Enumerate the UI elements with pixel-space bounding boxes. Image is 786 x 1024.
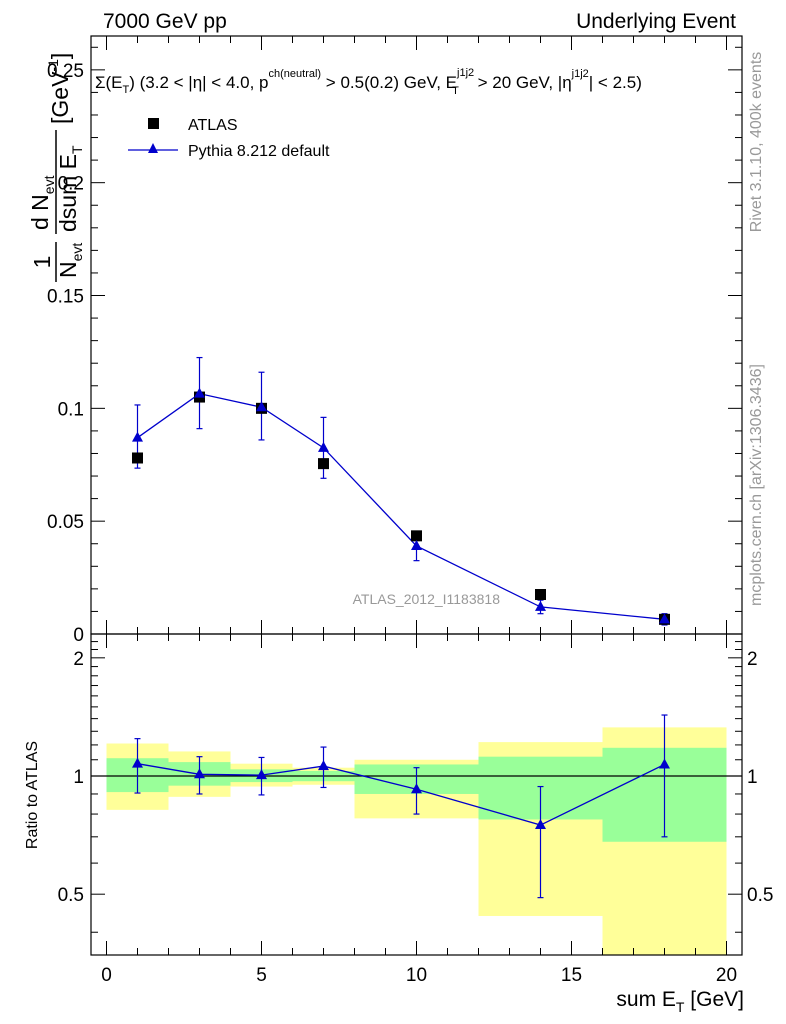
ylabel-unit-sup: -1 — [45, 59, 61, 72]
ratio-xtick-label: 10 — [406, 965, 427, 986]
title-part-e: | < 2.5) — [589, 73, 642, 92]
title-part-c-sup: j1j2 — [456, 67, 474, 79]
pythia-point — [659, 613, 670, 624]
legend-atlas-label: ATLAS — [188, 117, 238, 134]
pythia-point — [535, 600, 546, 611]
ratio-xtick-label: 0 — [101, 965, 112, 986]
ratio-xtick-label: 15 — [561, 965, 582, 986]
title-part-b: ) (3.2 < |η| < 4.0, p — [129, 73, 268, 92]
main-ytick-label: 0.2 — [58, 174, 84, 195]
ratio-point — [659, 758, 670, 769]
atlas-point — [411, 530, 422, 542]
ylabel-d-num-main: d N — [27, 194, 53, 230]
main-ytick-label: 0 — [73, 625, 84, 646]
ratio-xtick-label: 5 — [256, 965, 267, 986]
main-ytick-label: 0.25 — [47, 61, 84, 82]
legend-pythia-label: Pythia 8.212 default — [188, 143, 330, 160]
ratio-point — [194, 768, 205, 779]
ylabel-d-den-main: dsum E — [55, 154, 81, 232]
xlabel-unit: [GeV] — [684, 988, 744, 1011]
pythia-point — [194, 387, 205, 398]
ylabel-frac-den-main: N — [55, 261, 81, 278]
pythia-point — [318, 441, 329, 452]
mcplots-label: mcplots.cern.ch [arXiv:1306.3436] — [748, 364, 765, 606]
ratio-ytick-label-right: 0.5 — [747, 885, 773, 906]
x-axis-label: sum ET [GeV] — [616, 988, 744, 1015]
ratio-ylabel: Ratio to ATLAS — [24, 741, 41, 849]
title-part-d-sup: j1j2 — [571, 68, 589, 80]
ylabel-frac-den: Nevt — [55, 243, 85, 278]
main-ytick-label: 0.1 — [58, 399, 84, 420]
ratio-ytick-label-right: 2 — [747, 649, 758, 670]
ylabel-frac-den-sub: evt — [69, 243, 85, 262]
atlas-point — [318, 458, 329, 470]
header-left: 7000 GeV pp — [103, 10, 227, 33]
ylabel-unit-close: ] — [47, 53, 73, 59]
header-right: Underlying Event — [576, 10, 736, 33]
ylabel-d-den-sub: T — [69, 145, 85, 154]
title-part-a-sub: T — [123, 84, 130, 96]
ratio-point — [132, 757, 143, 768]
xlabel-sub: T — [676, 999, 685, 1015]
ratio-plot-area — [132, 714, 670, 899]
main-ytick-label: 0.05 — [47, 512, 84, 533]
ylabel-unit-main: [GeV — [47, 71, 73, 124]
atlas-point — [132, 452, 143, 464]
ratio-ytick-label-right: 1 — [747, 767, 758, 788]
pythia-point — [256, 401, 267, 412]
main-plot-area — [132, 356, 670, 626]
atlas-point — [535, 589, 546, 601]
ratio-xtick-label: 20 — [716, 965, 737, 986]
ylabel-d-num: d Nevt — [27, 175, 57, 230]
ratio-point — [535, 819, 546, 830]
title-part-a: Σ(E — [95, 73, 123, 92]
ratio-point — [318, 760, 329, 771]
title-part-c-sub: T — [452, 85, 459, 97]
legend-atlas-marker — [148, 118, 159, 129]
ylabel-d-den: dsum ET — [55, 145, 85, 232]
analysis-watermark: ATLAS_2012_I1183818 — [353, 591, 501, 607]
ratio-point — [256, 769, 267, 780]
ratio-ytick-label-left: 1 — [73, 767, 84, 788]
pythia-line — [137, 392, 665, 620]
ylabel-d-num-sub: evt — [41, 175, 57, 194]
xlabel-main: sum E — [616, 988, 676, 1011]
ratio-ytick-label-left: 2 — [73, 649, 84, 670]
pythia-point — [411, 539, 422, 550]
ratio-ytick-label-left: 0.5 — [58, 885, 84, 906]
title-part-b-sup: ch(neutral) — [269, 68, 322, 80]
ylabel-frac-num: 1 — [29, 256, 55, 269]
main-ylabel: 1 Nevt d Nevt dsum ET [GeV-1] — [27, 53, 85, 282]
title-part-d: > 20 GeV, |η — [473, 73, 572, 92]
title-part-c: > 0.5(0.2) GeV, E — [321, 73, 457, 92]
legend-pythia-marker — [148, 143, 158, 153]
ratio-point — [411, 783, 422, 794]
ylabel-unit: [GeV-1] — [45, 53, 73, 124]
plot-title: Σ(ET) (3.2 < |η| < 4.0, pch(neutral) > 0… — [95, 67, 642, 97]
rivet-label: Rivet 3.1.10, 400k events — [748, 52, 765, 233]
legend: ATLAS Pythia 8.212 default — [128, 117, 330, 160]
main-ytick-label: 0.15 — [47, 287, 84, 308]
pythia-point — [132, 431, 143, 442]
